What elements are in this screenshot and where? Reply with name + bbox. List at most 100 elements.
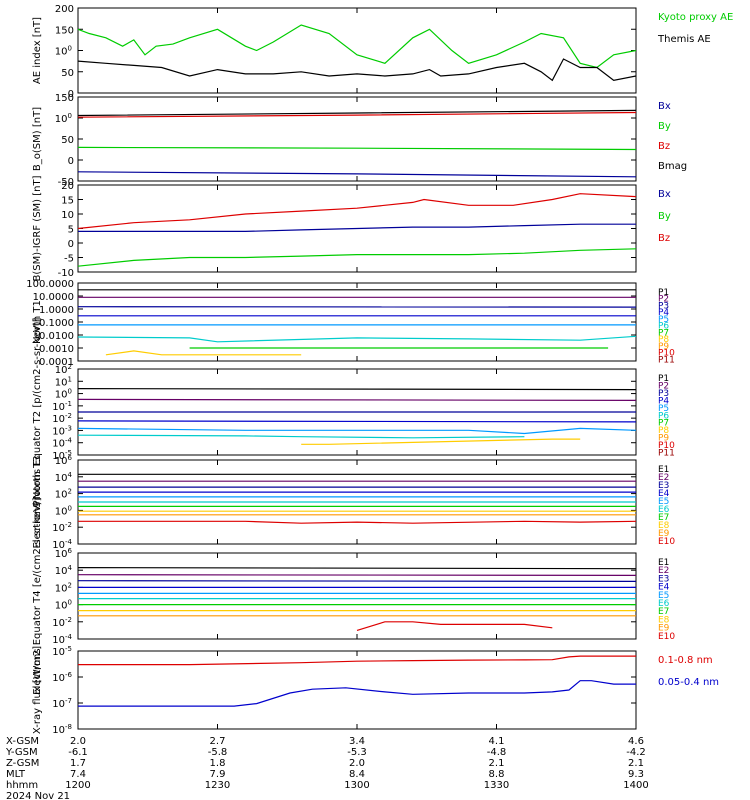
legend-entry: P9: [658, 342, 669, 352]
x-row-label: Z-GSM: [6, 758, 39, 769]
legend-entry: E3: [658, 574, 669, 584]
x-row-value: 7.4: [70, 769, 86, 780]
legend-entry: E10: [658, 537, 675, 547]
y-tick-label: 0.1000: [39, 318, 74, 329]
series-line-p2: [77, 398, 637, 401]
y-tick-label: 10-4: [52, 538, 72, 551]
x-row-value: 8.4: [349, 769, 365, 780]
y-tick-label: 104: [55, 564, 73, 577]
legend-entry: E9: [658, 624, 670, 634]
y-tick-label: 10.0000: [33, 292, 74, 303]
series-line-p4: [77, 420, 637, 423]
legend-entry: P4: [658, 308, 669, 318]
x-row-value: 1330: [484, 780, 509, 791]
legend-entry: By: [658, 211, 671, 222]
y-tick-label: 10-4: [52, 437, 72, 450]
series-line-e10: [78, 520, 637, 524]
y-tick-label: 200: [55, 4, 74, 15]
panel-frame: [77, 552, 637, 640]
x-row-label: X-GSM: [6, 736, 39, 747]
x-row-value: -5.3: [347, 747, 367, 758]
y-tick-label: 100: [55, 599, 72, 612]
y-tick-label: 10: [61, 210, 74, 221]
series-line-p5: [77, 427, 637, 435]
legend-entry: P4: [658, 396, 669, 406]
y-tick-label: 104: [55, 471, 73, 484]
y-tick-label: -50: [58, 177, 74, 188]
y-tick-label: 5: [68, 225, 74, 236]
series-line-bx: [78, 223, 636, 232]
x-row-label: hhmm: [6, 780, 38, 791]
y-tick-label: 10-6: [52, 671, 72, 684]
y-tick-label: 102: [55, 488, 72, 501]
series-line-0-05-0-4-nm: [78, 680, 636, 707]
series-line-bz: [77, 111, 637, 118]
legend-entry: 0.05-0.4 nm: [658, 677, 719, 688]
legend-entry: E2: [658, 473, 669, 483]
x-row-value: 2.7: [210, 736, 226, 747]
x-row-value: -4.8: [487, 747, 507, 758]
y-tick-label: 50: [61, 135, 74, 146]
y-tick-label: 102: [55, 581, 72, 594]
x-row-value: 2.1: [489, 758, 505, 769]
y-tick-label: 100: [55, 504, 72, 517]
legend-entry: P1: [658, 288, 669, 298]
series-line-by: [77, 248, 637, 267]
series-line-e3: [77, 580, 637, 583]
legend-entry: Themis AE: [657, 34, 711, 45]
y-tick-label: 0.0100: [39, 331, 74, 342]
legend-entry: P2: [658, 295, 669, 305]
series-line-bz: [77, 193, 637, 230]
legend-entry: P2: [658, 381, 669, 391]
y-tick-label: 10-3: [52, 424, 72, 437]
legend-entry: Bmag: [658, 161, 687, 172]
x-row-value: 8.8: [489, 769, 505, 780]
legend-entry: P1: [658, 374, 669, 384]
series-line-p6: [77, 434, 525, 439]
y-tick-label: 106: [55, 454, 73, 467]
panel-frame: [77, 282, 637, 362]
x-row-value: 1.7: [70, 758, 86, 769]
y-axis-label: X-ray flux [W/m2]: [32, 646, 43, 734]
legend-entry: 0.1-0.8 nm: [658, 655, 713, 666]
legend-entry: E10: [658, 632, 675, 642]
x-row-value: 1400: [623, 780, 648, 791]
y-tick-label: 100.0000: [26, 279, 74, 290]
legend-entry: P7: [658, 419, 669, 429]
x-row-label: Y-GSM: [5, 747, 38, 758]
series-line-by: [77, 146, 637, 151]
y-axis-label: B_o(SM) [nT]: [32, 107, 43, 171]
legend-entry: Bx: [658, 101, 671, 112]
legend-entry: E8: [658, 521, 670, 531]
series-line-p8: [301, 438, 581, 445]
y-tick-label: 100: [55, 388, 72, 401]
x-row-value: 1230: [205, 780, 230, 791]
series-line-kyoto-proxy-ae: [77, 24, 637, 69]
legend-entry: E4: [658, 489, 670, 499]
legend-entry: E1: [658, 558, 669, 568]
legend-entry: E7: [658, 607, 669, 617]
legend-entry: P3: [658, 301, 669, 311]
x-row-value: 3.4: [349, 736, 365, 747]
y-tick-label: 100: [55, 112, 72, 125]
y-tick-label: 150: [55, 25, 74, 36]
x-row-value: 7.9: [210, 769, 226, 780]
y-tick-label: 10-8: [52, 723, 72, 736]
y-tick-label: 0.0001: [39, 357, 74, 368]
series-line-bx: [77, 171, 637, 178]
legend-entry: Bz: [658, 141, 670, 152]
series-line-p1: [77, 388, 637, 391]
panel-frame: [77, 650, 637, 730]
x-row-value: 9.3: [628, 769, 644, 780]
legend-entry: P7: [658, 328, 669, 338]
legend-entry: E5: [658, 591, 669, 601]
y-tick-label: 15: [61, 196, 74, 207]
y-tick-label: 10-5: [52, 449, 72, 462]
legend-entry: P5: [658, 404, 669, 414]
series-line-themis-ae: [77, 58, 637, 82]
legend-entry: P11: [658, 449, 675, 459]
y-tick-label: 0: [68, 156, 74, 167]
legend-entry: P3: [658, 389, 669, 399]
series-line-p6: [77, 335, 637, 343]
